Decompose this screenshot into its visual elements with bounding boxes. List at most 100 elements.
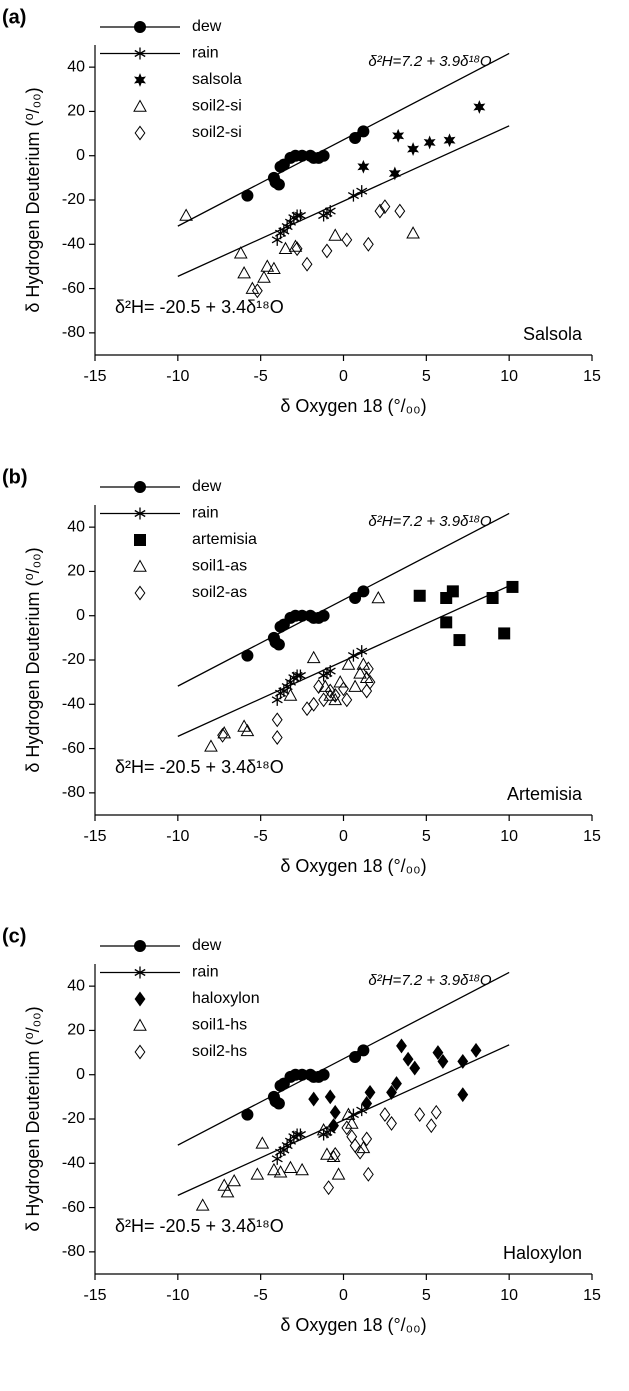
marker	[321, 243, 333, 259]
marker	[328, 228, 343, 241]
marker	[220, 1185, 235, 1198]
marker	[349, 592, 362, 604]
x-tick-label: 10	[500, 1287, 518, 1304]
panel-label: (c)	[2, 925, 26, 947]
y-tick-label: 40	[67, 518, 85, 535]
marker	[349, 1051, 362, 1063]
panel: (a) -80 -60 -40 -20 0 20 40 -15 -10 -5 0 5 10 15 δ Oxyg…	[2, 6, 601, 415]
marker	[308, 696, 320, 712]
marker	[317, 609, 330, 622]
x-tick-label: 5	[422, 1287, 431, 1304]
marker	[271, 712, 283, 728]
marker	[357, 1044, 370, 1057]
marker	[328, 1118, 339, 1134]
marker	[323, 688, 338, 701]
x-tick-label: 15	[583, 1287, 601, 1304]
y-axis-label: δ Hydrogen Deuterium (⁰/₀₀)	[23, 87, 43, 312]
x-tick-label: -10	[166, 368, 189, 385]
marker	[440, 616, 453, 629]
marker	[240, 723, 255, 737]
marker	[391, 1076, 402, 1092]
marker	[506, 580, 519, 593]
x-tick-label: 5	[422, 828, 431, 845]
marker	[255, 1136, 270, 1149]
marker	[473, 100, 486, 114]
x-axis-label: δ Oxygen 18 (°/₀₀)	[280, 1315, 426, 1335]
equation-lower: δ²H= -20.5 + 3.4δ¹⁸O	[115, 297, 284, 317]
marker	[329, 687, 341, 703]
marker	[457, 1087, 469, 1103]
marker	[359, 670, 374, 684]
marker	[333, 675, 348, 688]
y-tick-label: 0	[76, 607, 85, 624]
y-tick-label: -60	[62, 280, 85, 297]
marker	[294, 669, 306, 682]
marker	[273, 1165, 288, 1178]
fit-line	[177, 125, 510, 277]
equation-lower: δ²H= -20.5 + 3.4δ¹⁸O	[115, 1216, 284, 1236]
marker	[364, 1084, 376, 1100]
y-tick-label: 20	[67, 563, 85, 580]
marker	[361, 683, 373, 699]
x-tick-label: 0	[339, 828, 348, 845]
marker	[326, 1149, 341, 1162]
marker	[349, 132, 362, 144]
marker	[392, 128, 405, 143]
marker	[362, 661, 374, 677]
marker	[283, 1160, 298, 1174]
marker	[272, 1097, 285, 1110]
legend-marker	[134, 47, 146, 60]
marker	[320, 1147, 334, 1160]
marker	[283, 688, 298, 701]
equation-lower: δ²H= -20.5 + 3.4δ¹⁸O	[115, 757, 284, 777]
marker	[409, 1060, 421, 1076]
x-tick-label: -15	[83, 828, 106, 845]
marker	[324, 205, 336, 218]
x-tick-label: 10	[500, 368, 518, 385]
marker	[371, 590, 386, 604]
marker	[361, 1131, 373, 1147]
marker	[272, 638, 285, 651]
marker	[271, 730, 283, 745]
marker	[341, 657, 356, 670]
marker	[288, 239, 303, 252]
marker	[323, 1180, 335, 1196]
legend-label: artemisia	[192, 531, 257, 548]
legend-label: soil2-hs	[192, 1043, 247, 1060]
y-tick-label: -20	[62, 1110, 85, 1127]
y-tick-label: 40	[67, 58, 85, 75]
marker	[374, 203, 386, 219]
marker	[294, 209, 306, 222]
y-tick-label: 20	[67, 103, 85, 120]
marker	[317, 1068, 330, 1081]
legend-marker	[134, 534, 146, 546]
marker	[233, 246, 248, 259]
marker	[329, 1104, 341, 1120]
x-tick-label: -15	[83, 368, 106, 385]
marker	[316, 1123, 331, 1136]
fit-line	[177, 1044, 510, 1196]
legend-marker	[134, 73, 146, 87]
marker	[362, 236, 374, 252]
marker	[341, 692, 353, 708]
marker	[407, 142, 420, 156]
marker	[267, 261, 281, 274]
marker	[237, 266, 251, 279]
marker	[331, 1167, 346, 1180]
legend-label: rain	[192, 505, 219, 522]
legend-label: rain	[192, 964, 219, 981]
legend-marker	[134, 481, 146, 493]
x-tick-label: -15	[83, 1287, 106, 1304]
x-tick-label: 15	[583, 368, 601, 385]
y-tick-label: -80	[62, 324, 85, 341]
marker	[432, 1045, 444, 1061]
marker	[324, 683, 336, 699]
legend-label: dew	[192, 18, 222, 35]
marker	[453, 634, 466, 647]
fit-line	[177, 52, 510, 227]
marker	[386, 1084, 397, 1100]
legend-marker	[134, 21, 146, 33]
marker	[341, 1120, 353, 1136]
legend-label: dew	[192, 937, 222, 954]
y-tick-label: -40	[62, 236, 85, 253]
